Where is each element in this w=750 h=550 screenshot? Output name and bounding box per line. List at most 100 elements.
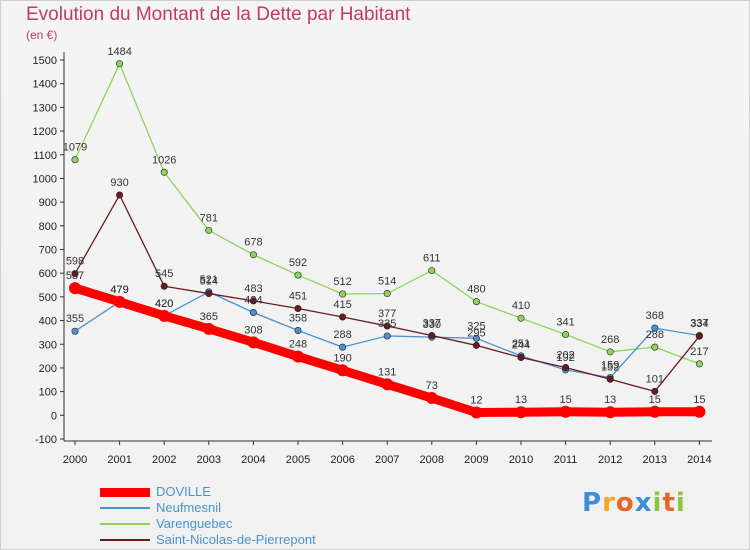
data-point — [294, 327, 302, 335]
data-label: 410 — [512, 300, 530, 312]
x-tick-label: 2010 — [509, 454, 533, 466]
data-point — [294, 271, 302, 279]
data-label: 337 — [423, 317, 441, 329]
data-point — [606, 348, 614, 356]
x-tick-label: 2003 — [197, 454, 221, 466]
data-label: 483 — [244, 283, 262, 295]
data-point — [292, 350, 304, 363]
data-label: 434 — [244, 295, 262, 307]
data-point — [428, 331, 436, 339]
y-tick-label: 600 — [39, 268, 57, 280]
legend-swatch — [100, 539, 150, 541]
data-point — [336, 364, 349, 377]
data-point — [693, 405, 706, 418]
data-point — [116, 191, 124, 199]
data-point — [604, 406, 617, 419]
data-label: 451 — [289, 290, 307, 302]
data-label: 131 — [378, 366, 396, 378]
legend-label: Saint-Nicolas-de-Pierrepont — [156, 532, 316, 547]
x-tick-label: 2013 — [643, 454, 667, 466]
y-tick-label: 700 — [39, 245, 57, 257]
data-point — [249, 309, 257, 317]
x-tick-label: 2004 — [241, 454, 265, 466]
data-point — [648, 405, 661, 418]
data-label: 479 — [110, 284, 128, 296]
logo-letter: x — [634, 488, 653, 518]
x-tick-label: 2011 — [554, 454, 578, 466]
data-label: 537 — [66, 270, 84, 282]
data-point — [383, 322, 391, 330]
data-label: 415 — [333, 299, 351, 311]
data-point — [69, 282, 81, 295]
data-label: 330 — [423, 319, 441, 331]
data-point — [158, 309, 171, 322]
y-tick-label: 0 — [51, 410, 57, 422]
data-label: 152 — [601, 361, 619, 373]
data-point — [472, 341, 480, 349]
y-tick-label: 1300 — [33, 102, 57, 114]
y-tick-label: 100 — [39, 387, 57, 399]
data-label: 15 — [559, 394, 571, 406]
chart-title: Evolution du Montant de la Dette par Hab… — [26, 4, 411, 25]
data-label: 420 — [155, 298, 173, 310]
logo-letter: i — [652, 488, 663, 518]
data-label: 1484 — [107, 46, 131, 58]
y-tick-label: 1400 — [33, 79, 57, 91]
y-tick-label: 1000 — [33, 173, 57, 185]
proxiti-logo: Proxiti — [582, 488, 686, 518]
data-label: 355 — [66, 313, 84, 325]
data-point — [472, 334, 480, 342]
y-tick-label: 1200 — [33, 126, 57, 138]
x-tick-label: 2012 — [598, 454, 622, 466]
data-label: 420 — [155, 298, 173, 310]
data-label: 73 — [426, 380, 438, 392]
data-label: 480 — [467, 284, 485, 296]
data-label: 335 — [378, 318, 396, 330]
data-point — [695, 360, 703, 368]
logo-letter: o — [615, 488, 635, 518]
data-point — [202, 322, 215, 335]
data-label: 611 — [423, 253, 441, 265]
data-point — [425, 392, 438, 405]
y-tick-label: 500 — [39, 292, 57, 304]
data-point — [472, 298, 480, 306]
data-label: 781 — [200, 212, 218, 224]
data-point — [651, 343, 659, 351]
data-label: 288 — [333, 329, 351, 341]
data-point — [606, 375, 614, 383]
y-tick-label: 400 — [39, 316, 57, 328]
x-tick-label: 2008 — [420, 454, 444, 466]
y-tick-label: 1500 — [33, 55, 57, 67]
data-point — [113, 295, 126, 308]
y-tick-label: -100 — [35, 434, 57, 446]
data-point — [383, 332, 391, 340]
logo-letter: P — [582, 488, 603, 518]
data-label: 334 — [690, 318, 708, 330]
y-tick-label: 1100 — [33, 150, 57, 162]
logo-letter: r — [602, 488, 616, 518]
data-label: 295 — [467, 327, 485, 339]
data-point — [515, 406, 527, 419]
data-point — [562, 331, 570, 339]
data-label: 190 — [333, 352, 351, 364]
data-point — [695, 332, 703, 340]
legend-swatch — [100, 487, 150, 497]
data-point — [381, 378, 394, 391]
data-label: 358 — [289, 313, 307, 325]
legend-swatch — [100, 507, 150, 509]
data-point — [249, 251, 257, 259]
data-point — [160, 168, 168, 176]
data-point — [562, 363, 570, 371]
data-label: 244 — [512, 340, 530, 352]
x-tick-label: 2000 — [63, 454, 87, 466]
data-label: 512 — [333, 276, 351, 288]
data-label: 521 — [200, 274, 218, 286]
y-tick-label: 200 — [39, 363, 57, 375]
data-label: 15 — [649, 394, 661, 406]
data-label: 217 — [690, 346, 708, 358]
data-label: 15 — [693, 394, 705, 406]
x-tick-label: 2007 — [375, 454, 399, 466]
data-label: 202 — [556, 349, 574, 361]
data-point — [559, 405, 572, 418]
